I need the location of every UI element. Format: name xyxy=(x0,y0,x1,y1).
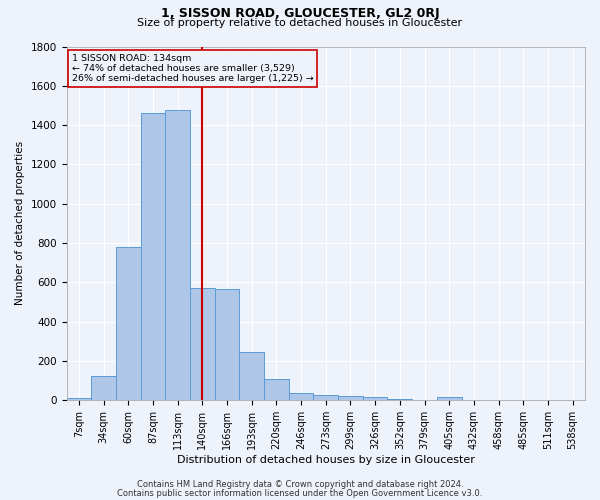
Bar xyxy=(67,398,91,400)
Bar xyxy=(91,376,116,400)
Bar xyxy=(338,396,363,400)
Bar xyxy=(190,288,215,401)
Text: Contains public sector information licensed under the Open Government Licence v3: Contains public sector information licen… xyxy=(118,488,482,498)
Bar xyxy=(215,290,239,401)
Bar xyxy=(116,247,140,400)
Bar xyxy=(289,394,313,400)
Bar xyxy=(264,378,289,400)
Text: 1 SISSON ROAD: 134sqm
← 74% of detached houses are smaller (3,529)
26% of semi-d: 1 SISSON ROAD: 134sqm ← 74% of detached … xyxy=(72,54,313,84)
X-axis label: Distribution of detached houses by size in Gloucester: Distribution of detached houses by size … xyxy=(177,455,475,465)
Bar xyxy=(239,352,264,401)
Text: Contains HM Land Registry data © Crown copyright and database right 2024.: Contains HM Land Registry data © Crown c… xyxy=(137,480,463,489)
Bar xyxy=(313,396,338,400)
Text: Size of property relative to detached houses in Gloucester: Size of property relative to detached ho… xyxy=(137,18,463,28)
Bar xyxy=(165,110,190,401)
Y-axis label: Number of detached properties: Number of detached properties xyxy=(15,142,25,306)
Text: 1, SISSON ROAD, GLOUCESTER, GL2 0RJ: 1, SISSON ROAD, GLOUCESTER, GL2 0RJ xyxy=(161,8,439,20)
Bar xyxy=(140,114,165,401)
Bar xyxy=(437,398,461,400)
Bar xyxy=(363,398,388,400)
